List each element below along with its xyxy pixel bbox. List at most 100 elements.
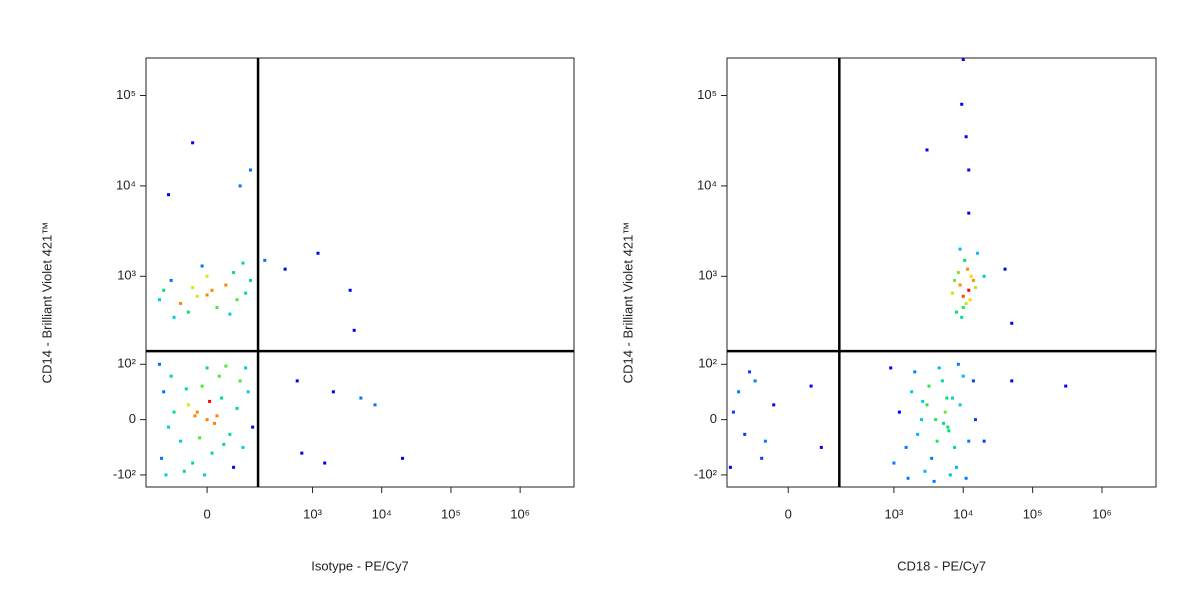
event-dot [235,406,239,410]
event-dot [224,364,228,368]
event-dot [232,465,236,469]
plot-panel: -10² 0 10² 10³ 10⁴ 10⁵ 0 10³ 10⁴ 10⁵ 10⁶ CD18 - PE/… [620,57,1157,573]
x-tick-label: 10⁶ [1092,506,1112,521]
y-tick-label: 10² [698,356,717,371]
event-dot [967,439,971,443]
x-axis-label: CD18 - PE/Cy7 [897,558,986,573]
event-dot [1064,384,1068,388]
y-tick-label: 10⁵ [697,87,717,102]
event-dot [967,288,971,292]
event-dot [228,432,232,436]
event-dot [948,473,952,477]
event-dot [961,294,965,298]
event-dot [772,403,776,407]
event-dot [916,432,920,436]
plot-panel: -10² 0 10² 10³ 10⁴ 10⁵ 0 10³ 10⁴ 10⁵ 10⁶ Isotype - … [39,57,575,573]
event-dot [179,301,183,305]
event-dot [975,251,979,255]
event-dot [743,432,747,436]
event-dot [947,429,951,433]
event-dot [897,410,901,414]
event-dot [760,456,764,460]
event-dot [228,312,232,316]
event-dot [193,414,197,418]
event-dot [737,390,741,394]
event-dot [205,366,209,370]
y-axis-label: CD14 - Brilliant Violet 421™ [620,222,635,384]
event-dot [971,379,975,383]
event-dot [205,418,209,422]
event-dot [323,461,327,465]
event-dot [964,135,968,139]
event-dot [283,267,287,271]
event-dot [946,425,950,429]
event-dot [172,410,176,414]
event-dot [969,274,973,278]
event-dot [910,390,914,394]
event-dot [728,465,732,469]
event-dot [951,396,955,400]
event-dot [934,418,938,422]
event-dot [968,298,972,302]
event-dot [945,396,949,400]
event-dot [244,291,248,295]
event-dot [179,439,183,443]
event-dot [160,456,164,460]
event-dot [162,288,166,292]
event-dot [195,410,199,414]
event-dot [932,479,936,483]
event-dot [248,278,252,282]
event-dot [1010,321,1014,325]
event-dot [222,442,226,446]
event-dot [958,283,962,287]
event-dot [958,403,962,407]
event-dot [956,362,960,366]
event-dot [186,310,190,314]
event-dot [960,102,964,106]
event-dot [241,445,245,449]
event-dot [186,403,190,407]
event-dot [953,445,957,449]
event-dot [960,315,964,319]
event-dot [955,310,959,314]
x-tick-label: 10⁴ [953,506,973,521]
event-dot [215,414,219,418]
event-dot [166,193,170,197]
event-dot [172,315,176,319]
x-axis-label: Isotype - PE/Cy7 [311,558,409,573]
event-dot [210,288,214,292]
event-dot [961,306,965,310]
event-dot [220,396,224,400]
event-dot [919,418,923,422]
y-tick-label: 10⁴ [697,177,717,192]
event-dot [205,274,209,278]
event-dot [162,390,166,394]
y-tick-label: 10⁵ [116,87,136,102]
event-dot [164,473,168,477]
event-dot [753,379,757,383]
event-dot [300,451,304,455]
event-dot [973,286,977,290]
event-dot [295,379,299,383]
event-dot [937,366,941,370]
event-dot [238,184,242,188]
event-dot [967,211,971,215]
x-tick-label: 0 [203,506,210,521]
event-dot [373,403,377,407]
event-dot [982,439,986,443]
event-dot [195,294,199,298]
y-tick-label: 0 [129,411,136,426]
event-dot [217,374,221,378]
event-dot [191,286,195,290]
event-dot [964,301,968,305]
event-dot [967,168,971,172]
event-dot [927,384,931,388]
x-tick-label: 0 [785,506,792,521]
event-dot [943,410,947,414]
event-dot [904,445,908,449]
event-dot [958,247,962,251]
event-dot [191,141,195,145]
y-tick-label: 10⁴ [116,177,136,192]
event-dot [241,261,245,265]
